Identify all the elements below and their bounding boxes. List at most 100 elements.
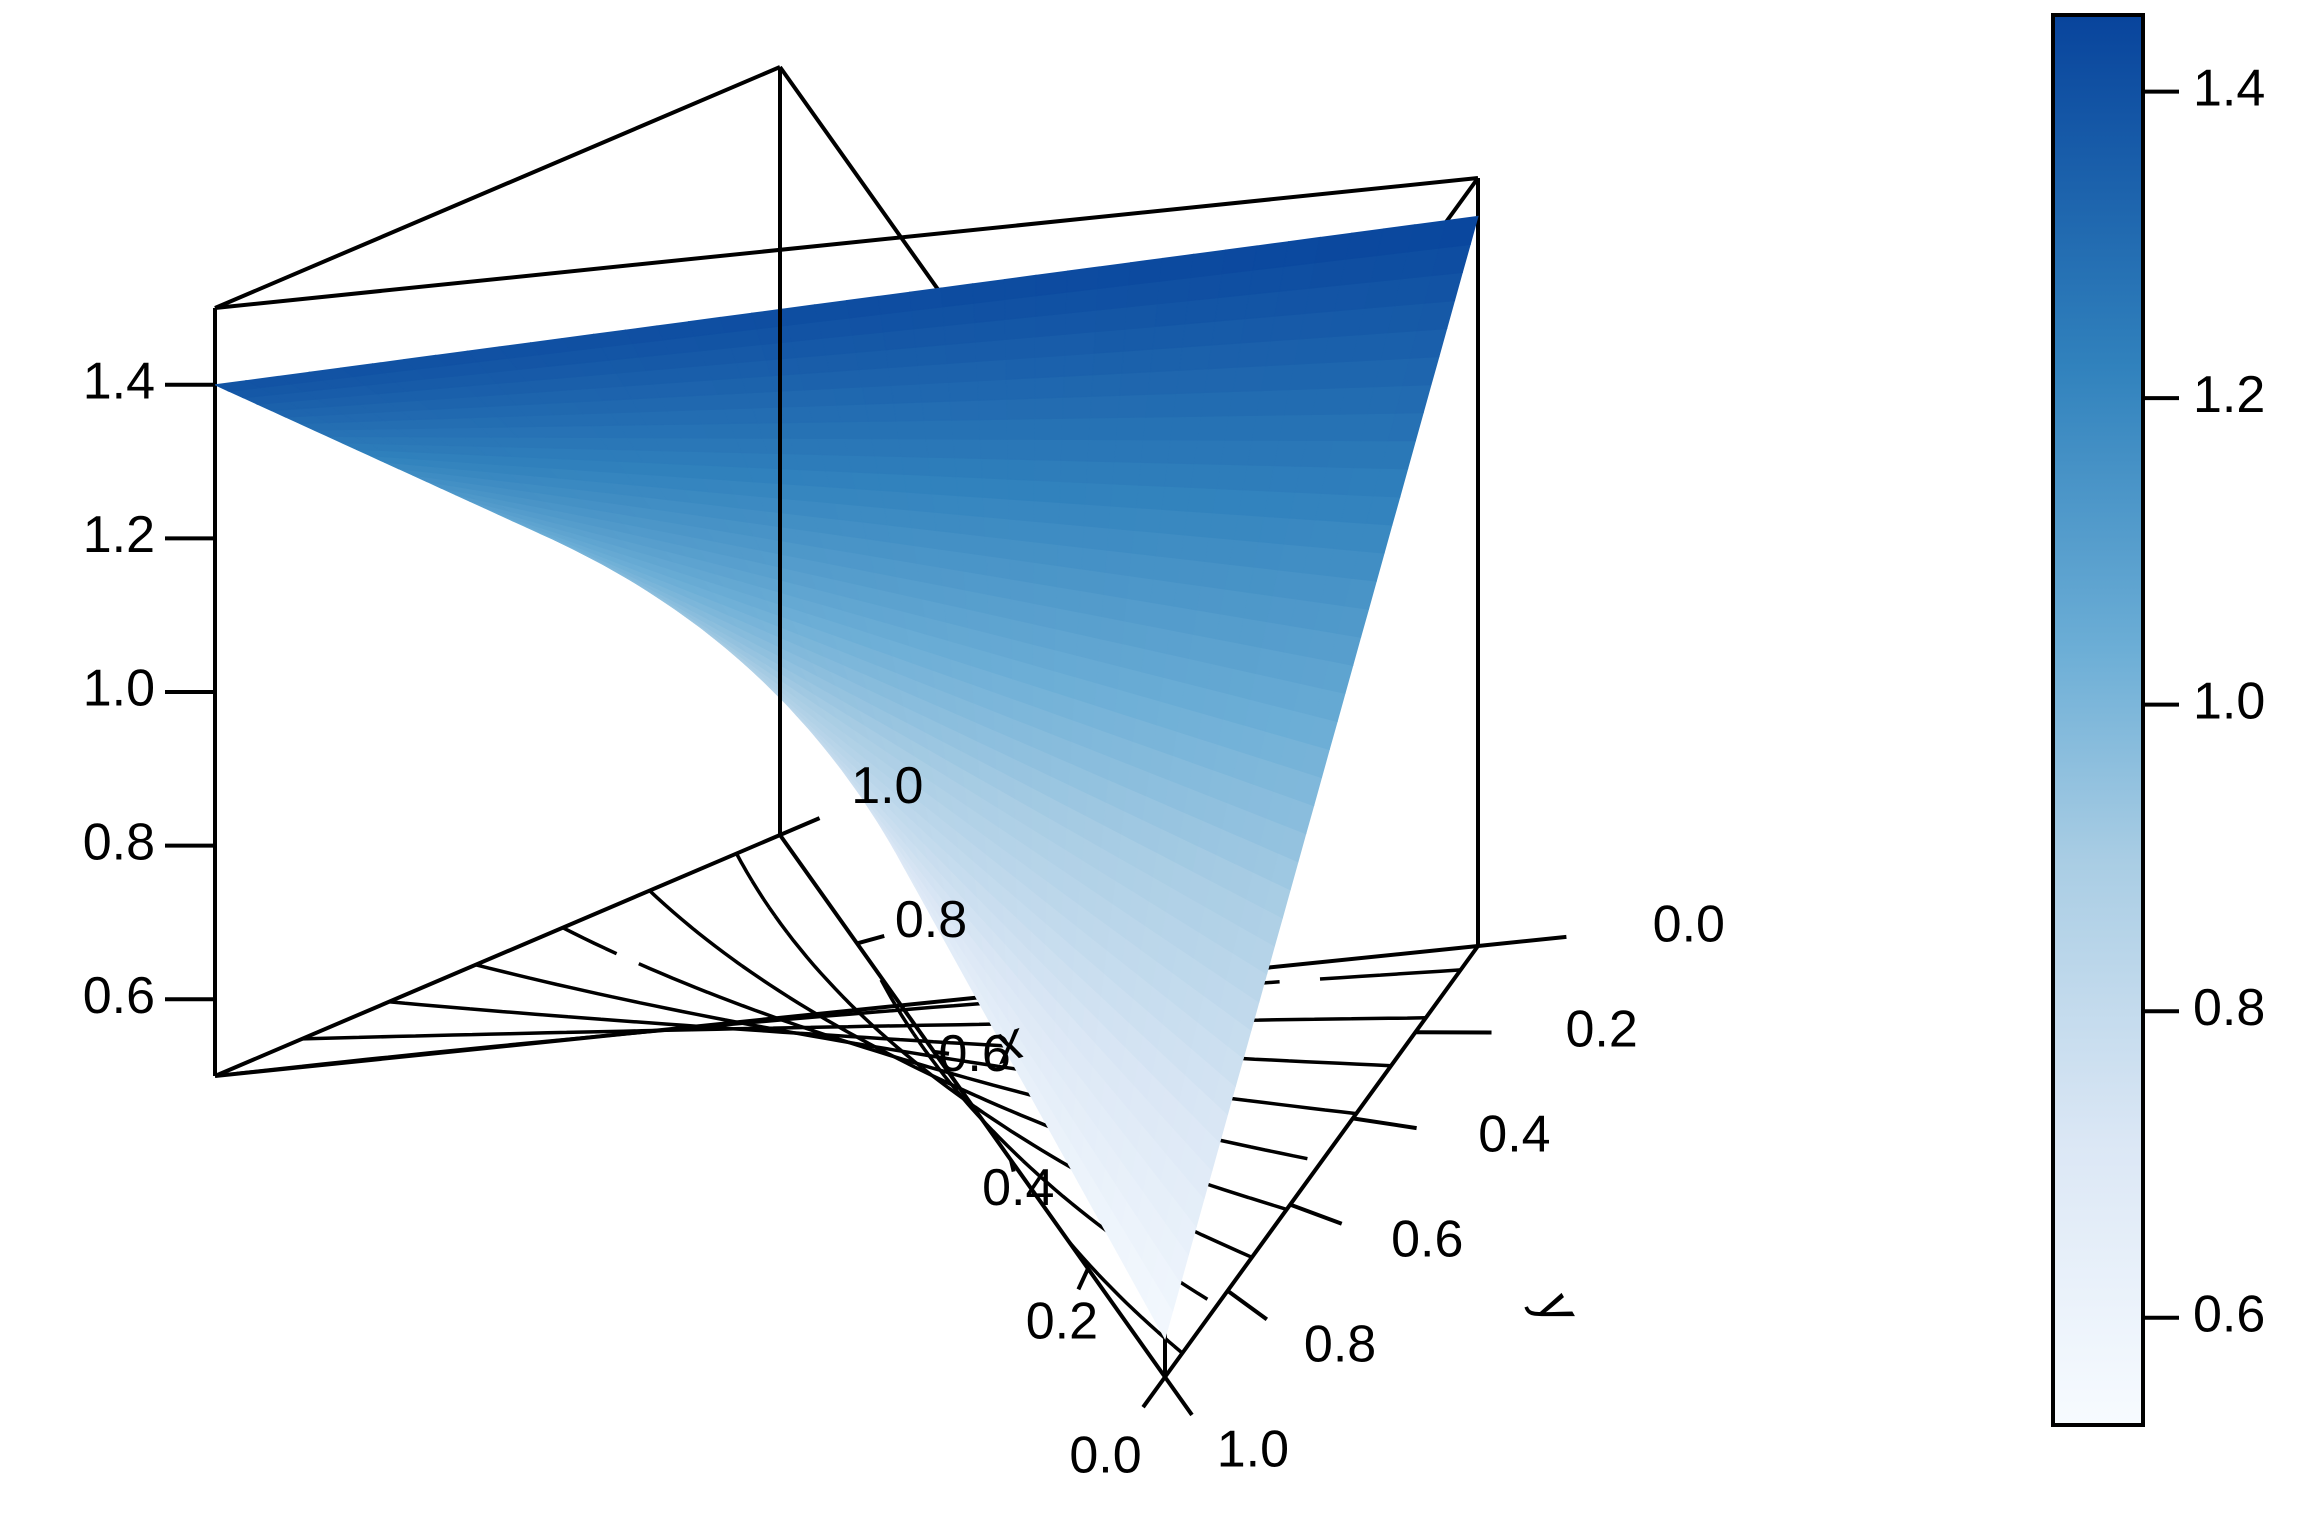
y-tick-label: 0.0	[1653, 896, 1725, 954]
surface-facet	[1152, 555, 1182, 583]
surface-facet	[1207, 342, 1242, 370]
surface-facet	[1064, 309, 1098, 335]
surface-facet	[877, 291, 913, 315]
colorbar-tick-label: 1.0	[2193, 672, 2265, 730]
surface-facet	[1221, 245, 1258, 275]
surface-facet	[789, 437, 823, 456]
surface-facet	[1183, 510, 1214, 538]
surface-facet	[1009, 558, 1035, 584]
surface-facet	[982, 496, 1010, 520]
surface-facet	[1217, 269, 1254, 299]
surface-facet	[1135, 484, 1166, 510]
surface-facet	[954, 457, 983, 479]
surface-facet	[840, 420, 873, 440]
surface-facet	[949, 399, 981, 421]
surface-facet	[1133, 507, 1163, 534]
surface-facet	[1034, 354, 1066, 379]
surface-facet	[825, 470, 857, 490]
surface-facet	[923, 419, 954, 440]
surface-facet	[794, 453, 827, 472]
surface-facet	[1170, 415, 1202, 441]
surface-facet	[1216, 463, 1249, 491]
surface-facet	[756, 422, 791, 439]
surface-facet	[825, 351, 860, 373]
surface-facet	[911, 527, 939, 550]
surface-facet	[979, 438, 1009, 460]
surface-facet	[1083, 503, 1112, 529]
surface-facet	[933, 511, 962, 534]
surface-facet	[951, 419, 981, 440]
surface-facet	[874, 455, 905, 475]
surface-facet	[770, 373, 806, 392]
surface-facet	[829, 369, 863, 389]
surface-facet	[946, 360, 979, 383]
surface-facet	[1184, 297, 1220, 325]
surface-facet	[858, 367, 892, 388]
surface-facet	[898, 438, 929, 458]
surface-facet	[906, 491, 935, 513]
surface-facet	[1034, 396, 1064, 420]
surface-facet	[808, 404, 842, 423]
surface-facet	[1181, 320, 1216, 348]
surface-facet	[1208, 512, 1240, 540]
surface-facet	[1066, 266, 1100, 293]
surface-facet	[1087, 438, 1117, 463]
surface-facet	[864, 402, 897, 422]
surface-facet	[740, 375, 777, 394]
surface-facet	[867, 420, 900, 440]
surface-facet	[1094, 306, 1128, 333]
surface-facet	[1064, 331, 1096, 356]
surface-facet	[1200, 390, 1234, 417]
surface-facet	[1005, 377, 1036, 400]
surface-facet	[765, 356, 801, 377]
surface-facet	[880, 489, 910, 511]
surface-facet	[1178, 344, 1213, 371]
surface-facet	[1062, 395, 1093, 419]
x-tick-label: 0.2	[1026, 1293, 1098, 1351]
colorbar-tick-label: 1.4	[2193, 59, 2265, 117]
surface-facet	[1082, 525, 1110, 551]
surface-facet	[1131, 529, 1160, 557]
surface-facet	[1128, 257, 1163, 286]
surface-facet	[1007, 438, 1036, 461]
surface-facet	[1034, 438, 1063, 461]
surface-facet	[1004, 315, 1037, 340]
surface	[213, 215, 1479, 1340]
surface-facet	[1175, 368, 1209, 395]
surface-facet	[1187, 486, 1218, 514]
surface-facet	[980, 457, 1009, 480]
y-tick-label: 0.8	[1304, 1316, 1376, 1374]
surface-facet	[751, 308, 789, 330]
top-edge-x1	[214, 65, 781, 310]
surface-facet	[893, 401, 925, 422]
surface-facet	[858, 504, 889, 526]
surface-facet	[1232, 365, 1267, 393]
surface-facet	[1157, 276, 1192, 305]
x-tick-label: 0.0	[1069, 1427, 1141, 1485]
surface-facet	[977, 378, 1008, 401]
x-tick	[933, 1049, 950, 1056]
surface-facet	[1140, 439, 1172, 464]
surface-facet	[1147, 369, 1180, 395]
x-tick-label: 0.4	[982, 1159, 1054, 1217]
surface-facet	[1119, 371, 1152, 396]
surface-facet	[903, 473, 933, 495]
surface-facet	[1256, 389, 1291, 416]
surface-facet	[1089, 394, 1121, 419]
surface-facet	[915, 344, 948, 367]
surface-facet	[1008, 518, 1035, 543]
surface-facet	[1438, 215, 1479, 249]
surface-facet	[782, 304, 820, 326]
surface-facet	[814, 300, 851, 323]
surface-facet	[847, 454, 879, 474]
surface-facet	[1079, 568, 1107, 595]
surface-facet	[820, 454, 853, 473]
surface-facet	[1176, 558, 1206, 587]
surface-facet	[1126, 280, 1161, 308]
surface-facet	[1161, 485, 1192, 512]
surface-facet	[1110, 483, 1140, 509]
surface-facet	[1086, 460, 1116, 485]
surface-facet	[909, 287, 944, 312]
surface-facet	[887, 364, 921, 386]
surface-facet	[832, 386, 866, 406]
